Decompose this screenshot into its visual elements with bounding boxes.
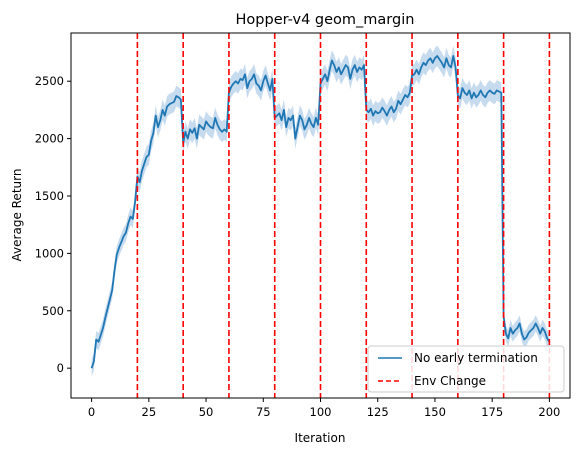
x-tick-label: 75	[256, 405, 271, 419]
y-tick-label: 0	[57, 361, 64, 375]
variance-band	[91, 45, 550, 377]
legend: No early termination Env Change	[367, 345, 565, 393]
x-tick-label: 0	[88, 405, 95, 419]
variance-bands	[91, 45, 550, 377]
x-axis: 0 25 50 75 100 125 150 175 200	[88, 398, 560, 419]
legend-label-no-early-termination: No early termination	[414, 351, 538, 365]
x-tick-label: 125	[367, 405, 389, 419]
y-axis: 0 500 1000 1500 2000 2500	[35, 74, 71, 375]
legend-frame	[367, 345, 565, 393]
chart-title: Hopper-v4 geom_margin	[236, 12, 415, 28]
x-tick-label: 25	[142, 405, 157, 419]
y-tick-label: 2500	[35, 74, 64, 88]
x-tick-label: 175	[481, 405, 503, 419]
y-axis-label: Average Return	[10, 169, 24, 262]
env-change-lines	[136, 33, 551, 398]
y-tick-label: 500	[42, 304, 64, 318]
plot-area	[70, 32, 571, 399]
x-axis-label: Iteration	[295, 431, 346, 445]
x-tick-label: 50	[199, 405, 214, 419]
legend-label-env-change: Env Change	[414, 374, 486, 388]
x-tick-label: 150	[424, 405, 446, 419]
y-tick-label: 1500	[35, 189, 64, 203]
x-tick-label: 100	[310, 405, 332, 419]
y-tick-label: 1000	[35, 246, 64, 260]
x-tick-label: 200	[538, 405, 560, 419]
y-tick-label: 2000	[35, 132, 64, 146]
